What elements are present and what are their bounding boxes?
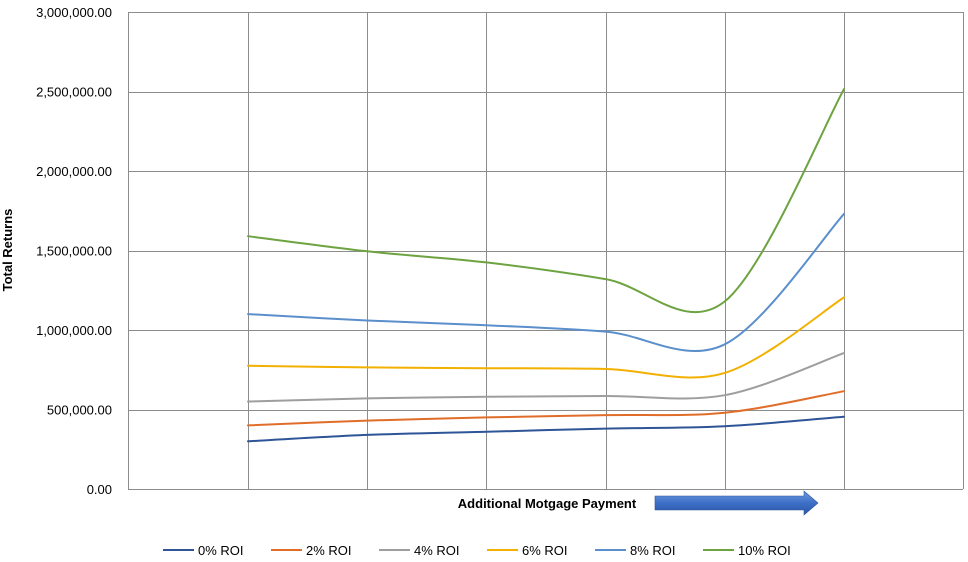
- legend-item: 0% ROI: [163, 543, 244, 558]
- legend-label: 8% ROI: [630, 543, 676, 558]
- y-tick-label: 1,500,000.00: [36, 244, 112, 259]
- legend-item: 2% ROI: [271, 543, 352, 558]
- series-line-0-roi: [247, 415, 845, 443]
- legend-label: 4% ROI: [414, 543, 460, 558]
- y-tick-label: 0.00: [87, 482, 112, 497]
- legend-label: 10% ROI: [738, 543, 791, 558]
- x-axis-title: Additional Motgage Payment: [458, 496, 637, 511]
- grid-lines: [128, 12, 964, 490]
- y-axis-title: Total Returns: [0, 209, 15, 292]
- series-line-6-roi: [247, 296, 845, 379]
- right-arrow-icon: [654, 490, 819, 516]
- legend-item: 4% ROI: [379, 543, 460, 558]
- series-line-10-roi: [247, 88, 845, 314]
- legend-label: 2% ROI: [306, 543, 352, 558]
- legend-label: 0% ROI: [198, 543, 244, 558]
- legend-item: 8% ROI: [595, 543, 676, 558]
- legend-item: 6% ROI: [487, 543, 568, 558]
- series-line-2-roi: [247, 390, 845, 427]
- legend: 0% ROI 2% ROI 4% ROI 6% ROI 8% ROI 10% ROI: [163, 543, 791, 558]
- y-tick-label: 500,000.00: [47, 403, 112, 418]
- series-lines: [247, 88, 845, 443]
- series-line-4-roi: [247, 352, 845, 403]
- series-line-8-roi: [247, 212, 845, 353]
- y-tick-label: 3,000,000.00: [36, 5, 112, 20]
- y-axis-ticks: 0.00 500,000.00 1,000,000.00 1,500,000.00 2,…: [36, 5, 112, 497]
- y-tick-label: 2,500,000.00: [36, 85, 112, 100]
- legend-label: 6% ROI: [522, 543, 568, 558]
- legend-item: 10% ROI: [703, 543, 791, 558]
- y-tick-label: 2,000,000.00: [36, 164, 112, 179]
- y-tick-label: 1,000,000.00: [36, 323, 112, 338]
